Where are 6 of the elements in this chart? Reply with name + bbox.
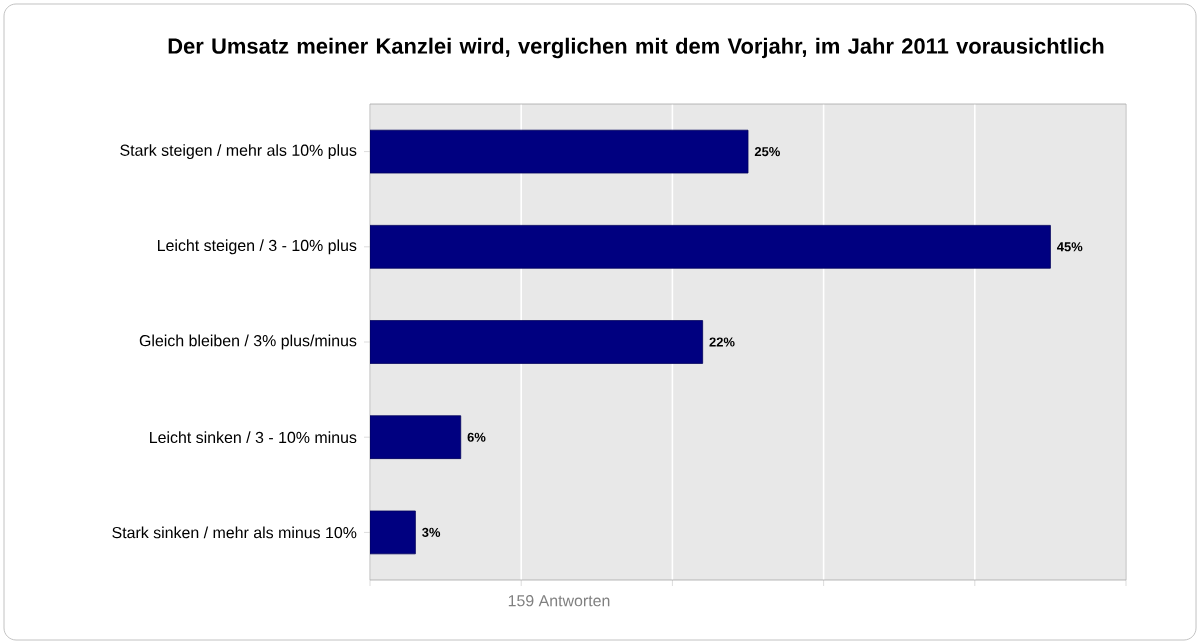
bar bbox=[370, 510, 416, 555]
bar bbox=[370, 224, 1051, 269]
bar bbox=[370, 415, 462, 460]
bar bbox=[370, 129, 749, 174]
chart-title: Der Umsatz meiner Kanzlei wird, verglichen mit dem Vorjahr, im Jahr 2011 vorausichtlich bbox=[168, 37, 1104, 59]
bar bbox=[370, 320, 704, 364]
